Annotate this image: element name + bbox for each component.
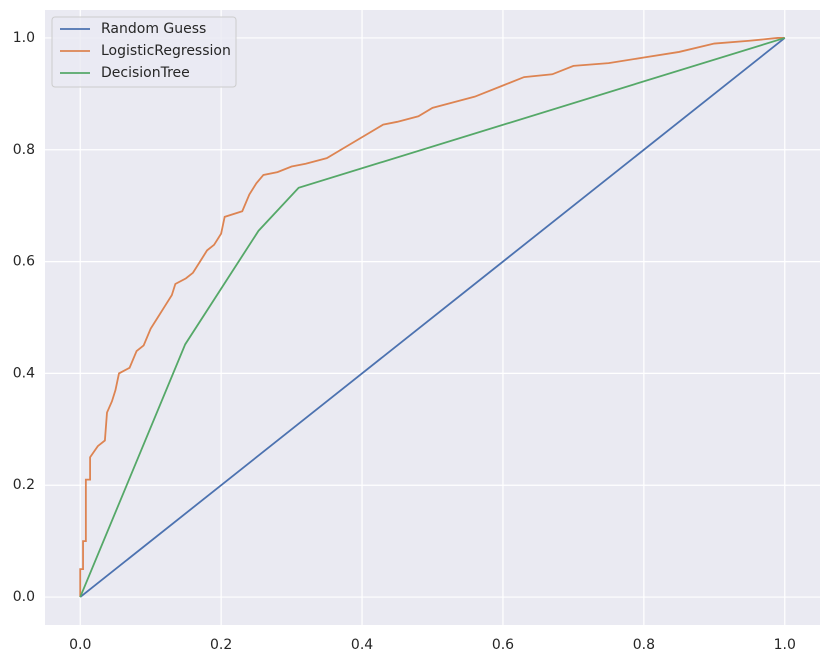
y-tick-label: 0.6 bbox=[13, 254, 35, 270]
y-tick-label: 0.0 bbox=[13, 589, 35, 605]
y-tick-label: 1.0 bbox=[13, 30, 35, 46]
y-tick-label: 0.4 bbox=[13, 365, 35, 381]
legend-box bbox=[51, 16, 237, 88]
y-tick-label: 0.2 bbox=[13, 477, 35, 493]
series-line bbox=[79, 37, 786, 598]
series-line bbox=[79, 37, 785, 598]
legend-label: LogisticRegression bbox=[101, 43, 231, 59]
legend-label: Random Guess bbox=[101, 21, 206, 37]
x-tick-label: 1.0 bbox=[774, 637, 796, 653]
x-tick-label: 0.6 bbox=[492, 637, 514, 653]
y-tick-label: 0.8 bbox=[13, 142, 35, 158]
x-tick-label: 0.0 bbox=[69, 637, 91, 653]
series-line bbox=[79, 37, 786, 598]
legend-label: DecisionTree bbox=[101, 65, 190, 81]
x-tick-label: 0.4 bbox=[351, 637, 373, 653]
x-tick-label: 0.2 bbox=[210, 637, 232, 653]
x-tick-label: 0.8 bbox=[633, 637, 655, 653]
